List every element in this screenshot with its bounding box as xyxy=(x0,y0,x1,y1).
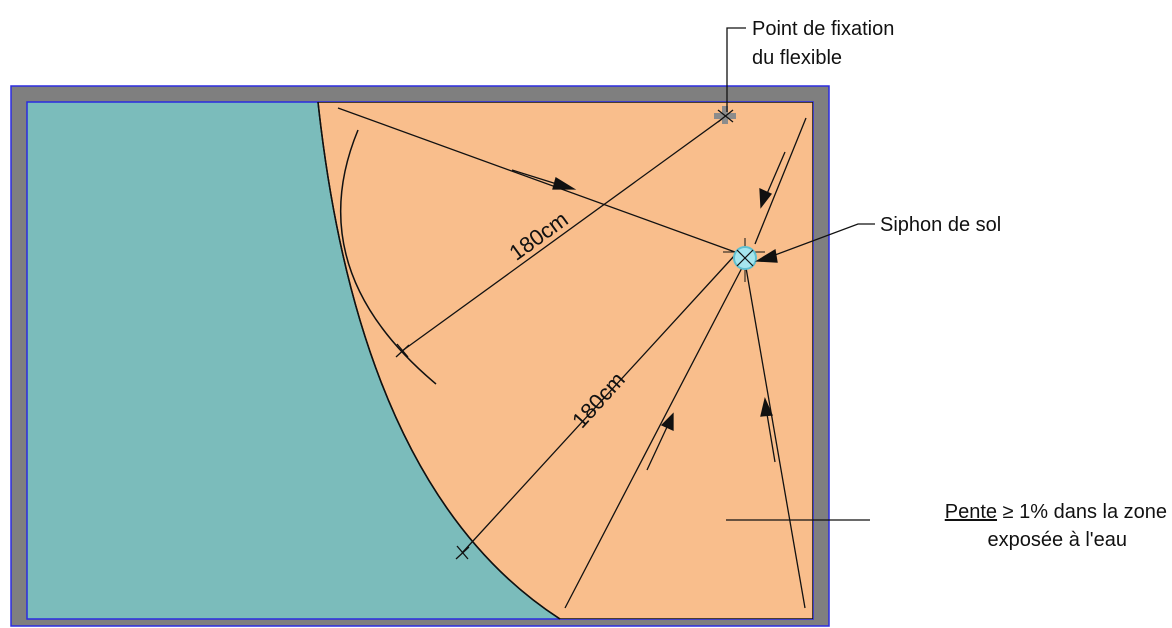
flow-arrow-icon xyxy=(760,396,776,463)
fixation-label-line2: du flexible xyxy=(752,47,842,69)
radius-ticks xyxy=(395,343,470,560)
cross-marker-icon xyxy=(714,106,736,124)
slope-line xyxy=(754,117,807,245)
flow-arrow-icon xyxy=(511,169,577,190)
slope-lines xyxy=(337,107,870,609)
slope-line xyxy=(337,107,736,253)
flow-arrows xyxy=(511,151,786,471)
slope-label-underlined: Pente xyxy=(945,501,997,523)
slope-line xyxy=(744,261,806,609)
wet-zone-boundary xyxy=(317,101,561,620)
floor-drain-icon xyxy=(733,246,757,270)
slope-label-rest: ≥ 1% dans la zone xyxy=(997,501,1167,523)
siphon-label: Siphon de sol xyxy=(880,214,1001,236)
callout-leaders xyxy=(726,27,875,263)
radius-arc xyxy=(339,129,437,385)
slope-label-line1: Pente ≥ 1% dans la zone xyxy=(945,501,1167,523)
fixation-leader xyxy=(726,27,746,112)
flow-arrow-icon xyxy=(759,151,786,209)
flow-arrow-icon xyxy=(646,412,674,471)
slope-line xyxy=(461,254,736,554)
tick-mark-icon xyxy=(455,545,470,560)
slope-line xyxy=(564,261,746,609)
fixation-label-line1: Point de fixation xyxy=(752,18,894,40)
slope-line xyxy=(401,115,727,352)
siphon-leader xyxy=(766,223,875,259)
tick-mark-icon xyxy=(395,343,410,358)
siphon-leader-arrow xyxy=(754,248,778,263)
slope-label-line2: exposée à l'eau xyxy=(988,529,1127,551)
